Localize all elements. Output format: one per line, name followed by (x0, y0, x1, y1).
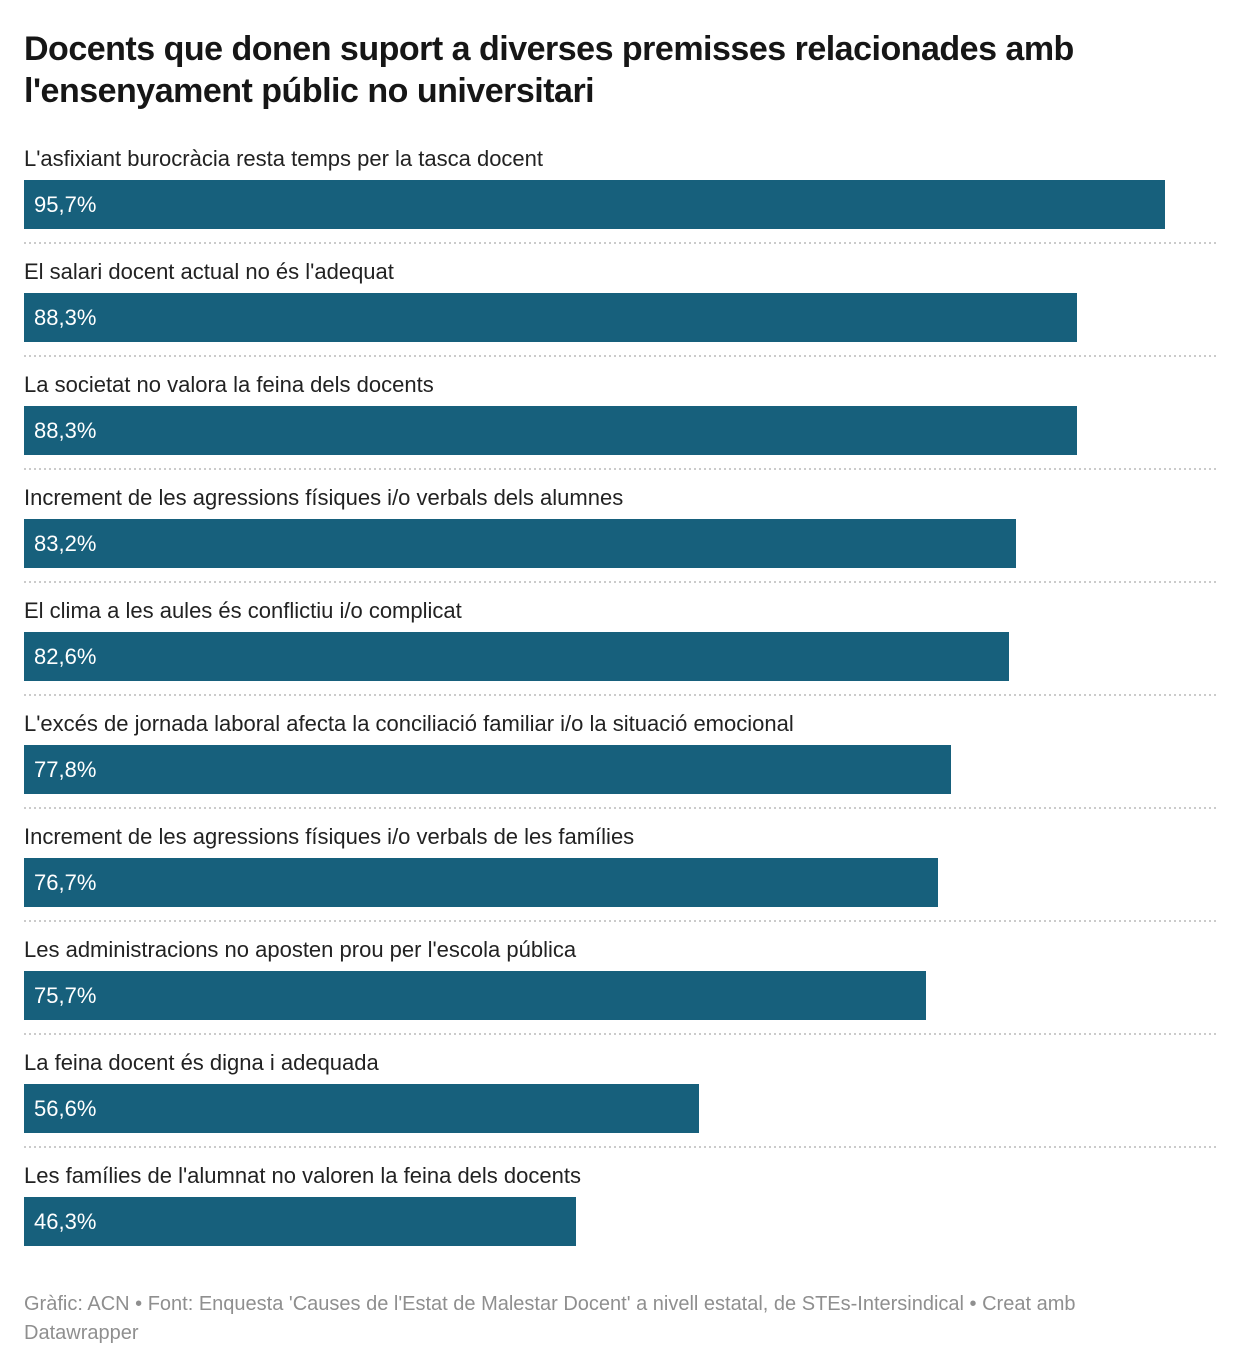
bar-track: 82,6% (24, 632, 1216, 681)
bar-track: 95,7% (24, 180, 1216, 229)
row-separator (24, 242, 1216, 244)
bar-track: 46,3% (24, 1197, 1216, 1246)
bar-chart: L'asfixiant burocràcia resta temps per l… (24, 145, 1216, 1246)
bar: 77,8% (24, 745, 952, 794)
bar-category-label: Les administracions no aposten prou per … (24, 937, 577, 962)
bar-value-label: 88,3% (34, 304, 97, 330)
bar: 83,2% (24, 519, 1016, 568)
bar-row: El salari docent actual no és l'adequat … (24, 258, 1216, 357)
bar-category-label: La societat no valora la feina dels doce… (24, 372, 434, 397)
bar-value-label: 56,6% (34, 1095, 97, 1121)
row-separator (24, 355, 1216, 357)
bar: 88,3% (24, 293, 1077, 342)
bar-value-label: 75,7% (34, 982, 97, 1008)
bar-track: 56,6% (24, 1084, 1216, 1133)
bar-row: La societat no valora la feina dels doce… (24, 371, 1216, 470)
bar-category-label: Increment de les agressions físiques i/o… (24, 824, 635, 849)
bar-value-label: 82,6% (34, 643, 97, 669)
row-separator (24, 581, 1216, 583)
bar-track: 77,8% (24, 745, 1216, 794)
bar-track: 88,3% (24, 293, 1216, 342)
bar-category-label: El clima a les aules és conflictiu i/o c… (24, 598, 462, 623)
bar-track: 75,7% (24, 971, 1216, 1020)
bar-value-label: 95,7% (34, 191, 97, 217)
bar-row: La feina docent és digna i adequada 56,6… (24, 1049, 1216, 1148)
bar-category-label: L'asfixiant burocràcia resta temps per l… (24, 146, 544, 171)
bar-row: Les administracions no aposten prou per … (24, 936, 1216, 1035)
bar-track: 88,3% (24, 406, 1216, 455)
bar-value-label: 83,2% (34, 530, 97, 556)
bar-category-label: La feina docent és digna i adequada (24, 1050, 379, 1075)
bar-category-label: Les famílies de l'alumnat no valoren la … (24, 1163, 581, 1188)
bar-value-label: 46,3% (34, 1208, 97, 1234)
bar-category-label: L'excés de jornada laboral afecta la con… (24, 711, 794, 736)
row-separator (24, 920, 1216, 922)
row-separator (24, 1033, 1216, 1035)
bar-row: Increment de les agressions físiques i/o… (24, 823, 1216, 922)
bar-value-label: 76,7% (34, 869, 97, 895)
chart-title: Docents que donen suport a diverses prem… (24, 30, 1074, 110)
bar-row: Les famílies de l'alumnat no valoren la … (24, 1162, 1216, 1246)
bar: 46,3% (24, 1197, 576, 1246)
bar-category-label: El salari docent actual no és l'adequat (24, 259, 394, 284)
bar: 76,7% (24, 858, 939, 907)
bar: 88,3% (24, 406, 1077, 455)
row-separator (24, 807, 1216, 809)
bar: 56,6% (24, 1084, 699, 1133)
row-separator (24, 1146, 1216, 1148)
row-separator (24, 468, 1216, 470)
bar-row: L'excés de jornada laboral afecta la con… (24, 710, 1216, 809)
bar-track: 76,7% (24, 858, 1216, 907)
bar: 75,7% (24, 971, 927, 1020)
bar-row: Increment de les agressions físiques i/o… (24, 484, 1216, 583)
bar-row: L'asfixiant burocràcia resta temps per l… (24, 145, 1216, 244)
chart-footer-attribution: Gràfic: ACN • Font: Enquesta 'Causes de … (24, 1293, 1076, 1344)
bar-track: 83,2% (24, 519, 1216, 568)
bar-category-label: Increment de les agressions físiques i/o… (24, 485, 624, 510)
bar-value-label: 77,8% (34, 756, 97, 782)
bar-value-label: 88,3% (34, 417, 97, 443)
bar: 82,6% (24, 632, 1009, 681)
bar-row: El clima a les aules és conflictiu i/o c… (24, 597, 1216, 696)
bar: 95,7% (24, 180, 1165, 229)
row-separator (24, 694, 1216, 696)
